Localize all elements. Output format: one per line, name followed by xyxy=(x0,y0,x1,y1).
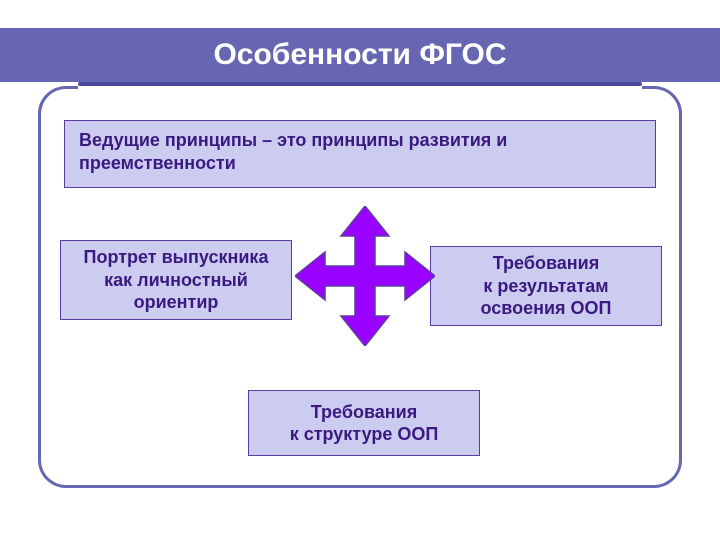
box-left: Портрет выпускника как личностный ориент… xyxy=(60,240,292,320)
title-bar: Особенности ФГОС xyxy=(0,28,720,82)
box-top-text: Ведущие принципы – это принципы развития… xyxy=(79,130,507,173)
box-left-text: Портрет выпускника как личностный ориент… xyxy=(84,246,269,314)
frame-corner-tr xyxy=(642,86,682,114)
box-right: Требования к результатам освоения ООП xyxy=(430,246,662,326)
arrow-cross-icon xyxy=(295,206,435,346)
slide-title: Особенности ФГОС xyxy=(213,38,506,72)
box-right-text: Требования к результатам освоения ООП xyxy=(481,252,612,320)
frame-corner-tl xyxy=(38,86,78,114)
four-way-arrow xyxy=(295,206,435,346)
box-bottom: Требования к структуре ООП xyxy=(248,390,480,456)
box-bottom-text: Требования к структуре ООП xyxy=(290,401,439,446)
box-top: Ведущие принципы – это принципы развития… xyxy=(64,120,656,188)
